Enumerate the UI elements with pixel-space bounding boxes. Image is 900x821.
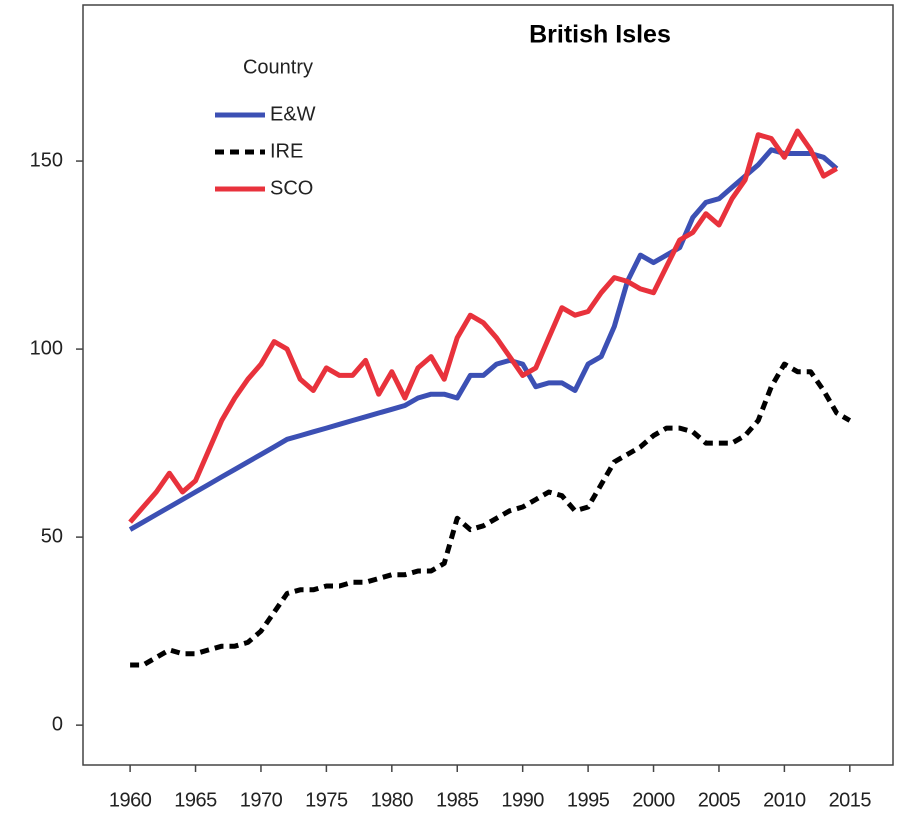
x-tick-label: 1980 (371, 789, 414, 811)
x-tick-label: 1985 (436, 789, 479, 811)
x-tick-label: 1990 (501, 789, 544, 811)
plot-frame (82, 4, 894, 766)
y-tick-label: 0 (52, 713, 63, 735)
y-tick-label: 50 (41, 525, 63, 547)
x-tick-label: 2005 (698, 789, 741, 811)
legend-label: IRE (270, 140, 303, 162)
legend-label: SCO (270, 177, 313, 199)
series-line (128, 147, 839, 532)
x-tick-label: 2015 (829, 789, 872, 811)
y-tick-label: 150 (30, 149, 63, 171)
chart-title: British Isles (529, 21, 671, 49)
x-tick-label: 1975 (305, 789, 348, 811)
legend-title: Country (243, 56, 313, 78)
x-tick-label: 2010 (763, 789, 806, 811)
x-tick-label: 1995 (567, 789, 610, 811)
legend-label: E&W (270, 103, 316, 125)
x-tick-label: 2000 (632, 789, 675, 811)
x-tick-label: 1960 (109, 789, 152, 811)
series-line (128, 128, 838, 524)
series-line (130, 361, 852, 668)
x-tick-label: 1970 (240, 789, 283, 811)
y-tick-label: 100 (30, 337, 63, 359)
x-tick-label: 1965 (174, 789, 217, 811)
